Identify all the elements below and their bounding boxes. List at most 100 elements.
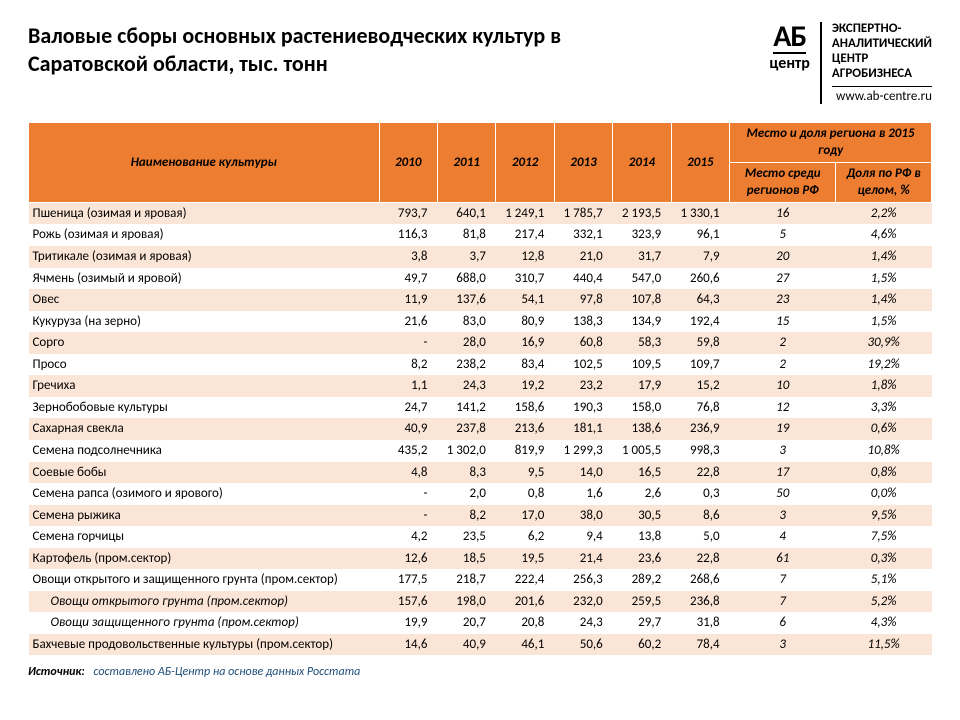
cell-value: 1 330,1 <box>671 202 729 224</box>
cell-value: 157,6 <box>379 591 437 613</box>
cell-value: 13,8 <box>613 526 671 548</box>
table-row: Овощи защищенного грунта (пром.сектор)19… <box>29 612 932 634</box>
cell-share: 11,5% <box>836 634 932 656</box>
cell-rank: 3 <box>730 634 836 656</box>
cell-value: 222,4 <box>496 569 554 591</box>
cell-value: 256,3 <box>554 569 612 591</box>
table-row: Семена рыжика-8,217,038,030,58,639,5% <box>29 505 932 527</box>
cell-share: 4,3% <box>836 612 932 634</box>
cell-value: 83,4 <box>496 354 554 376</box>
cell-share: 1,8% <box>836 375 932 397</box>
cell-name: Овощи открытого грунта (пром.сектор) <box>29 591 380 613</box>
cell-value: 141,2 <box>437 397 495 419</box>
logo-ab: АБ <box>773 22 806 54</box>
cell-value: 20,8 <box>496 612 554 634</box>
cell-name: Картофель (пром.сектор) <box>29 548 380 570</box>
cell-share: 19,2% <box>836 354 932 376</box>
cell-value: 138,6 <box>613 418 671 440</box>
cell-value: 9,5 <box>496 462 554 484</box>
cell-value: 1 785,7 <box>554 202 612 224</box>
logo: АБ центр ЭКСПЕРТНО- АНАЛИТИЧЕСКИЙ ЦЕНТР … <box>769 22 932 104</box>
cell-rank: 7 <box>730 591 836 613</box>
cell-value: 192,4 <box>671 311 729 333</box>
cell-name: Рожь (озимая и яровая) <box>29 224 380 246</box>
cell-value: 107,8 <box>613 289 671 311</box>
cell-value: 238,2 <box>437 354 495 376</box>
cell-value: 76,8 <box>671 397 729 419</box>
cell-value: 19,5 <box>496 548 554 570</box>
col-share: Доля по РФ в целом, % <box>836 162 932 202</box>
cell-value: 24,3 <box>554 612 612 634</box>
cell-value: 109,5 <box>613 354 671 376</box>
cell-value: 268,6 <box>671 569 729 591</box>
data-table: Наименование культуры 2010 2011 2012 201… <box>28 122 932 656</box>
logo-tag-line: АНАЛИТИЧЕСКИЙ <box>832 37 932 52</box>
cell-value: 21,0 <box>554 246 612 268</box>
cell-value: 1 005,5 <box>613 440 671 462</box>
cell-rank: 5 <box>730 224 836 246</box>
cell-value: 80,9 <box>496 311 554 333</box>
cell-name: Соевые бобы <box>29 462 380 484</box>
table-row: Овощи открытого грунта (пром.сектор)157,… <box>29 591 932 613</box>
table-row: Рожь (озимая и яровая)116,381,8217,4332,… <box>29 224 932 246</box>
col-year-2010: 2010 <box>379 122 437 202</box>
cell-value: 190,3 <box>554 397 612 419</box>
cell-value: 22,8 <box>671 548 729 570</box>
cell-share: 4,6% <box>836 224 932 246</box>
cell-value: 1 249,1 <box>496 202 554 224</box>
cell-rank: 10 <box>730 375 836 397</box>
cell-value: 97,8 <box>554 289 612 311</box>
cell-value: 793,7 <box>379 202 437 224</box>
logo-tag-line: ЭКСПЕРТНО- <box>832 22 932 37</box>
cell-rank: 15 <box>730 311 836 333</box>
cell-value: 9,4 <box>554 526 612 548</box>
table-row: Кукуруза (на зерно)21,683,080,9138,3134,… <box>29 311 932 333</box>
cell-share: 1,5% <box>836 268 932 290</box>
cell-value: 14,6 <box>379 634 437 656</box>
cell-value: 7,9 <box>671 246 729 268</box>
logo-tag-line: АГРОБИЗНЕСА <box>832 67 932 82</box>
cell-rank: 16 <box>730 202 836 224</box>
col-year-2012: 2012 <box>496 122 554 202</box>
cell-value: 332,1 <box>554 224 612 246</box>
cell-value: 78,4 <box>671 634 729 656</box>
table-row: Овощи открытого и защищенного грунта (пр… <box>29 569 932 591</box>
cell-share: 0,6% <box>836 418 932 440</box>
cell-value: 217,4 <box>496 224 554 246</box>
cell-value: 1 299,3 <box>554 440 612 462</box>
cell-value: 17,9 <box>613 375 671 397</box>
table-row: Картофель (пром.сектор)12,618,519,521,42… <box>29 548 932 570</box>
cell-name: Ячмень (озимый и яровой) <box>29 268 380 290</box>
cell-value: 46,1 <box>496 634 554 656</box>
cell-value: 137,6 <box>437 289 495 311</box>
cell-value: 6,2 <box>496 526 554 548</box>
cell-rank: 3 <box>730 505 836 527</box>
cell-name: Тритикале (озимая и яровая) <box>29 246 380 268</box>
cell-value: 17,0 <box>496 505 554 527</box>
cell-value: 1,1 <box>379 375 437 397</box>
cell-value: 31,7 <box>613 246 671 268</box>
col-year-2014: 2014 <box>613 122 671 202</box>
cell-name: Семена подсолнечника <box>29 440 380 462</box>
logo-url: www.ab-centre.ru <box>832 86 932 104</box>
cell-value: 323,9 <box>613 224 671 246</box>
cell-rank: 50 <box>730 483 836 505</box>
cell-value: 60,8 <box>554 332 612 354</box>
cell-value: 260,6 <box>671 268 729 290</box>
cell-value: 15,2 <box>671 375 729 397</box>
cell-value: 236,8 <box>671 591 729 613</box>
cell-value: 16,9 <box>496 332 554 354</box>
cell-name: Просо <box>29 354 380 376</box>
table-row: Пшеница (озимая и яровая)793,7640,11 249… <box>29 202 932 224</box>
table-row: Семена горчицы4,223,56,29,413,85,047,5% <box>29 526 932 548</box>
col-region-top: Место и доля региона в 2015 году <box>730 122 932 162</box>
cell-name: Бахчевые продовольственные культуры (про… <box>29 634 380 656</box>
cell-value: 3,7 <box>437 246 495 268</box>
cell-rank: 2 <box>730 332 836 354</box>
cell-value: 109,7 <box>671 354 729 376</box>
cell-share: 3,3% <box>836 397 932 419</box>
cell-value: 218,7 <box>437 569 495 591</box>
cell-value: 158,0 <box>613 397 671 419</box>
cell-rank: 23 <box>730 289 836 311</box>
cell-value: 198,0 <box>437 591 495 613</box>
